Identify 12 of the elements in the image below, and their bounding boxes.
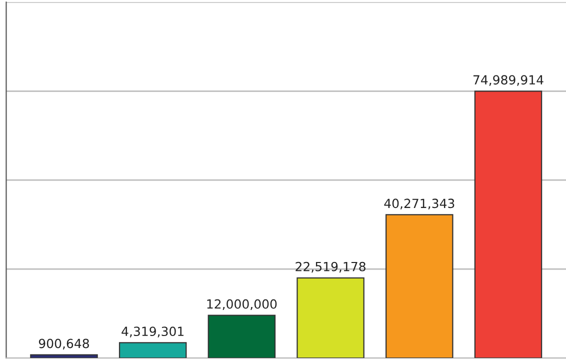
data-label: 74,989,914	[473, 75, 544, 86]
bar	[474, 90, 542, 358]
bar	[30, 354, 98, 358]
bar	[118, 342, 187, 358]
bar	[386, 214, 454, 358]
data-label: 4,319,301	[122, 326, 184, 338]
data-label: 900,648	[38, 338, 89, 350]
data-label: 12,000,000	[207, 299, 277, 310]
data-label: 22,519,178	[296, 262, 366, 273]
bar	[296, 277, 364, 358]
bar	[208, 314, 276, 358]
data-label: 40,271,343	[384, 198, 454, 210]
